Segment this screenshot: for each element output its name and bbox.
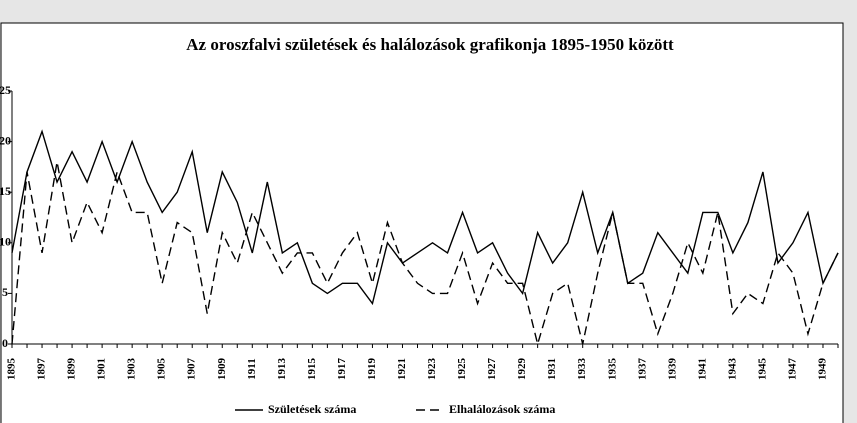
y-tick-label: 25 <box>0 83 11 97</box>
x-tick-label: 1903 <box>126 358 138 381</box>
x-tick-label: 1931 <box>546 358 558 380</box>
x-tick-label: 1901 <box>96 358 108 380</box>
x-tick-label: 1895 <box>6 358 18 381</box>
x-tick-label: 1929 <box>516 358 528 381</box>
x-tick-label: 1919 <box>366 358 378 381</box>
chart-frame <box>0 22 844 423</box>
legend-label: Születések száma <box>268 402 356 416</box>
x-tick-label: 1923 <box>426 358 438 381</box>
x-tick-label: 1905 <box>156 358 168 381</box>
x-tick-label: 1921 <box>396 358 408 380</box>
x-tick-label: 1913 <box>276 358 288 381</box>
x-tick-label: 1915 <box>306 358 318 381</box>
x-tick-label: 1907 <box>186 358 198 381</box>
x-tick-label: 1945 <box>756 358 768 381</box>
x-tick-label: 1947 <box>786 358 798 381</box>
y-tick-label: 10 <box>0 235 11 249</box>
y-tick-label: 5 <box>2 285 8 299</box>
x-tick-label: 1941 <box>696 358 708 380</box>
series-line <box>11 129 839 306</box>
x-tick-label: 1909 <box>216 358 228 381</box>
x-tick-label: 1949 <box>817 358 829 381</box>
y-tick-label: 0 <box>2 336 8 350</box>
x-tick-label: 1943 <box>726 358 738 381</box>
x-tick-label: 1917 <box>336 358 348 381</box>
y-tick-label: 15 <box>0 184 11 198</box>
x-tick-label: 1939 <box>666 358 678 381</box>
x-tick-label: 1935 <box>606 358 618 381</box>
x-tick-label: 1937 <box>636 358 648 381</box>
y-tick-label: 20 <box>0 133 11 147</box>
x-tick-label: 1933 <box>576 358 588 381</box>
x-tick-label: 1925 <box>456 358 468 381</box>
x-tick-label: 1897 <box>36 358 48 381</box>
x-tick-label: 1899 <box>66 358 78 381</box>
chart-title: Az oroszfalvi születések és halálozások … <box>186 35 674 54</box>
x-tick-label: 1911 <box>246 358 258 379</box>
legend-label: Elhalálozások száma <box>449 402 555 416</box>
x-tick-label: 1927 <box>486 358 498 381</box>
